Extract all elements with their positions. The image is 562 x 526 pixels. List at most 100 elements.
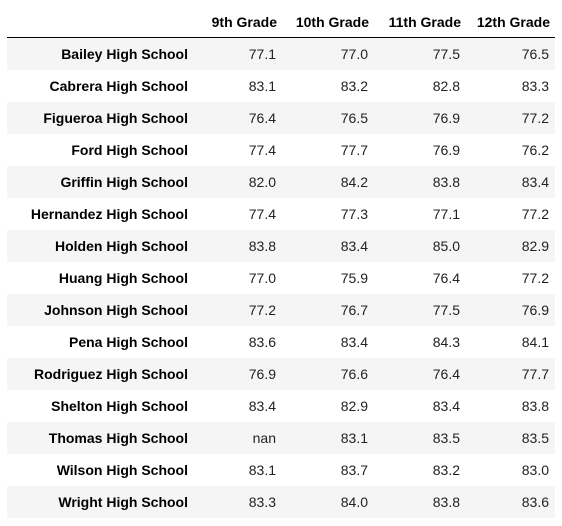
- table-cell: 77.2: [521, 109, 549, 126]
- table-cell: 83.8: [432, 173, 460, 190]
- table-cell: 83.7: [340, 461, 368, 478]
- table-cell: 83.0: [521, 461, 549, 478]
- row-index-school-name: Bailey High School: [61, 45, 188, 62]
- table-cell: 82.9: [521, 237, 549, 254]
- row-index-school-name: Griffin High School: [60, 173, 188, 190]
- row-index-school-name: Johnson High School: [44, 301, 188, 318]
- table-row: Figueroa High School 76.4 76.5 76.9 77.2: [7, 101, 555, 134]
- table-cell: 77.2: [521, 269, 549, 286]
- table-cell: 77.0: [340, 45, 368, 62]
- grade-scores-table: 9th Grade 10th Grade 11th Grade 12th Gra…: [7, 6, 555, 518]
- table-cell: 77.1: [432, 205, 460, 222]
- table-cell: 77.2: [248, 301, 276, 318]
- row-index-school-name: Wilson High School: [56, 461, 188, 478]
- table-cell: 83.2: [432, 461, 460, 478]
- table-cell: 76.7: [340, 301, 368, 318]
- row-index-school-name: Wright High School: [58, 493, 188, 510]
- table-row: Pena High School 83.6 83.4 84.3 84.1: [7, 325, 555, 358]
- table-cell: 83.5: [521, 429, 549, 446]
- table-cell: nan: [252, 429, 276, 446]
- row-index-school-name: Pena High School: [68, 333, 188, 350]
- table-row: Wilson High School 83.1 83.7 83.2 83.0: [7, 453, 555, 486]
- table-row: Rodriguez High School 76.9 76.6 76.4 77.7: [7, 357, 555, 390]
- table-cell: 83.3: [248, 493, 276, 510]
- table-row: Griffin High School 82.0 84.2 83.8 83.4: [7, 165, 555, 198]
- table-cell: 83.4: [521, 173, 549, 190]
- row-index-school-name: Ford High School: [71, 141, 188, 158]
- column-header-label: 10th Grade: [295, 13, 369, 30]
- table-row: Wright High School 83.3 84.0 83.8 83.6: [7, 485, 555, 518]
- table-cell: 84.0: [340, 493, 368, 510]
- row-index-school-name: Thomas High School: [48, 429, 188, 446]
- table-cell: 83.4: [340, 333, 368, 350]
- table-cell: 76.5: [521, 45, 549, 62]
- table-cell: 76.4: [248, 109, 276, 126]
- table-cell: 76.6: [340, 365, 368, 382]
- table-header: 9th Grade 10th Grade 11th Grade 12th Gra…: [7, 6, 555, 38]
- table-cell: 76.9: [432, 109, 460, 126]
- column-header-label: 9th Grade: [211, 13, 277, 30]
- table-cell: 83.8: [248, 237, 276, 254]
- row-index-school-name: Hernandez High School: [30, 205, 188, 222]
- table-cell: 77.7: [521, 365, 549, 382]
- header-row: 9th Grade 10th Grade 11th Grade 12th Gra…: [7, 6, 555, 38]
- column-header-12th-grade: 12th Grade: [466, 6, 555, 38]
- table-cell: 83.4: [248, 397, 276, 414]
- table-cell: 77.4: [248, 205, 276, 222]
- table-cell: 83.6: [521, 493, 549, 510]
- column-header-10th-grade: 10th Grade: [282, 6, 374, 38]
- table-cell: 82.8: [432, 77, 460, 94]
- table-body: Bailey High School 77.1 77.0 77.5 76.5 Cabrer…: [7, 37, 555, 518]
- table-cell: 76.9: [248, 365, 276, 382]
- table-row: Cabrera High School 83.1 83.2 82.8 83.3: [7, 69, 555, 102]
- index-column-header: [7, 6, 190, 38]
- table-cell: 83.8: [432, 493, 460, 510]
- table-row: Ford High School 77.4 77.7 76.9 76.2: [7, 133, 555, 166]
- table-cell: 77.3: [340, 205, 368, 222]
- table-cell: 83.6: [248, 333, 276, 350]
- row-index-school-name: Figueroa High School: [43, 109, 188, 126]
- table-cell: 82.9: [340, 397, 368, 414]
- table-cell: 83.4: [340, 237, 368, 254]
- table-cell: 77.2: [521, 205, 549, 222]
- table-cell: 83.1: [248, 77, 276, 94]
- table-cell: 82.0: [248, 173, 276, 190]
- column-header-label: 11th Grade: [388, 13, 461, 30]
- table-row: Holden High School 83.8 83.4 85.0 82.9: [7, 229, 555, 262]
- table-cell: 83.1: [340, 429, 368, 446]
- table-row: Shelton High School 83.4 82.9 83.4 83.8: [7, 389, 555, 422]
- table-cell: 77.7: [340, 141, 368, 158]
- row-index-school-name: Rodriguez High School: [34, 365, 188, 382]
- table-cell: 77.0: [248, 269, 276, 286]
- table-cell: 83.3: [521, 77, 549, 94]
- table-cell: 76.5: [340, 109, 368, 126]
- table-cell: 83.1: [248, 461, 276, 478]
- table-cell: 76.2: [521, 141, 549, 158]
- table-cell: 77.5: [432, 301, 460, 318]
- column-header-label: 12th Grade: [476, 13, 550, 30]
- column-header-9th-grade: 9th Grade: [190, 6, 282, 38]
- table-cell: 77.1: [248, 45, 276, 62]
- table-cell: 83.8: [521, 397, 549, 414]
- table-cell: 77.4: [248, 141, 276, 158]
- table-cell: 77.5: [432, 45, 460, 62]
- table-row: Hernandez High School 77.4 77.3 77.1 77.2: [7, 197, 555, 230]
- table-cell: 76.4: [432, 269, 460, 286]
- table-row: Johnson High School 77.2 76.7 77.5 76.9: [7, 293, 555, 326]
- table-row: Huang High School 77.0 75.9 76.4 77.2: [7, 261, 555, 294]
- row-index-school-name: Huang High School: [58, 269, 188, 286]
- table-cell: 84.2: [340, 173, 368, 190]
- table-row: Thomas High School nan 83.1 83.5 83.5: [7, 421, 555, 454]
- row-index-school-name: Holden High School: [55, 237, 188, 254]
- table-cell: 83.2: [340, 77, 368, 94]
- table-row: Bailey High School 77.1 77.0 77.5 76.5: [7, 37, 555, 70]
- column-header-11th-grade: 11th Grade: [374, 6, 466, 38]
- table-cell: 75.9: [340, 269, 368, 286]
- table-cell: 84.1: [521, 333, 549, 350]
- table-cell: 85.0: [432, 237, 460, 254]
- table-cell: 84.3: [432, 333, 460, 350]
- row-index-school-name: Cabrera High School: [49, 77, 188, 94]
- table-cell: 83.5: [432, 429, 460, 446]
- row-index-school-name: Shelton High School: [51, 397, 188, 414]
